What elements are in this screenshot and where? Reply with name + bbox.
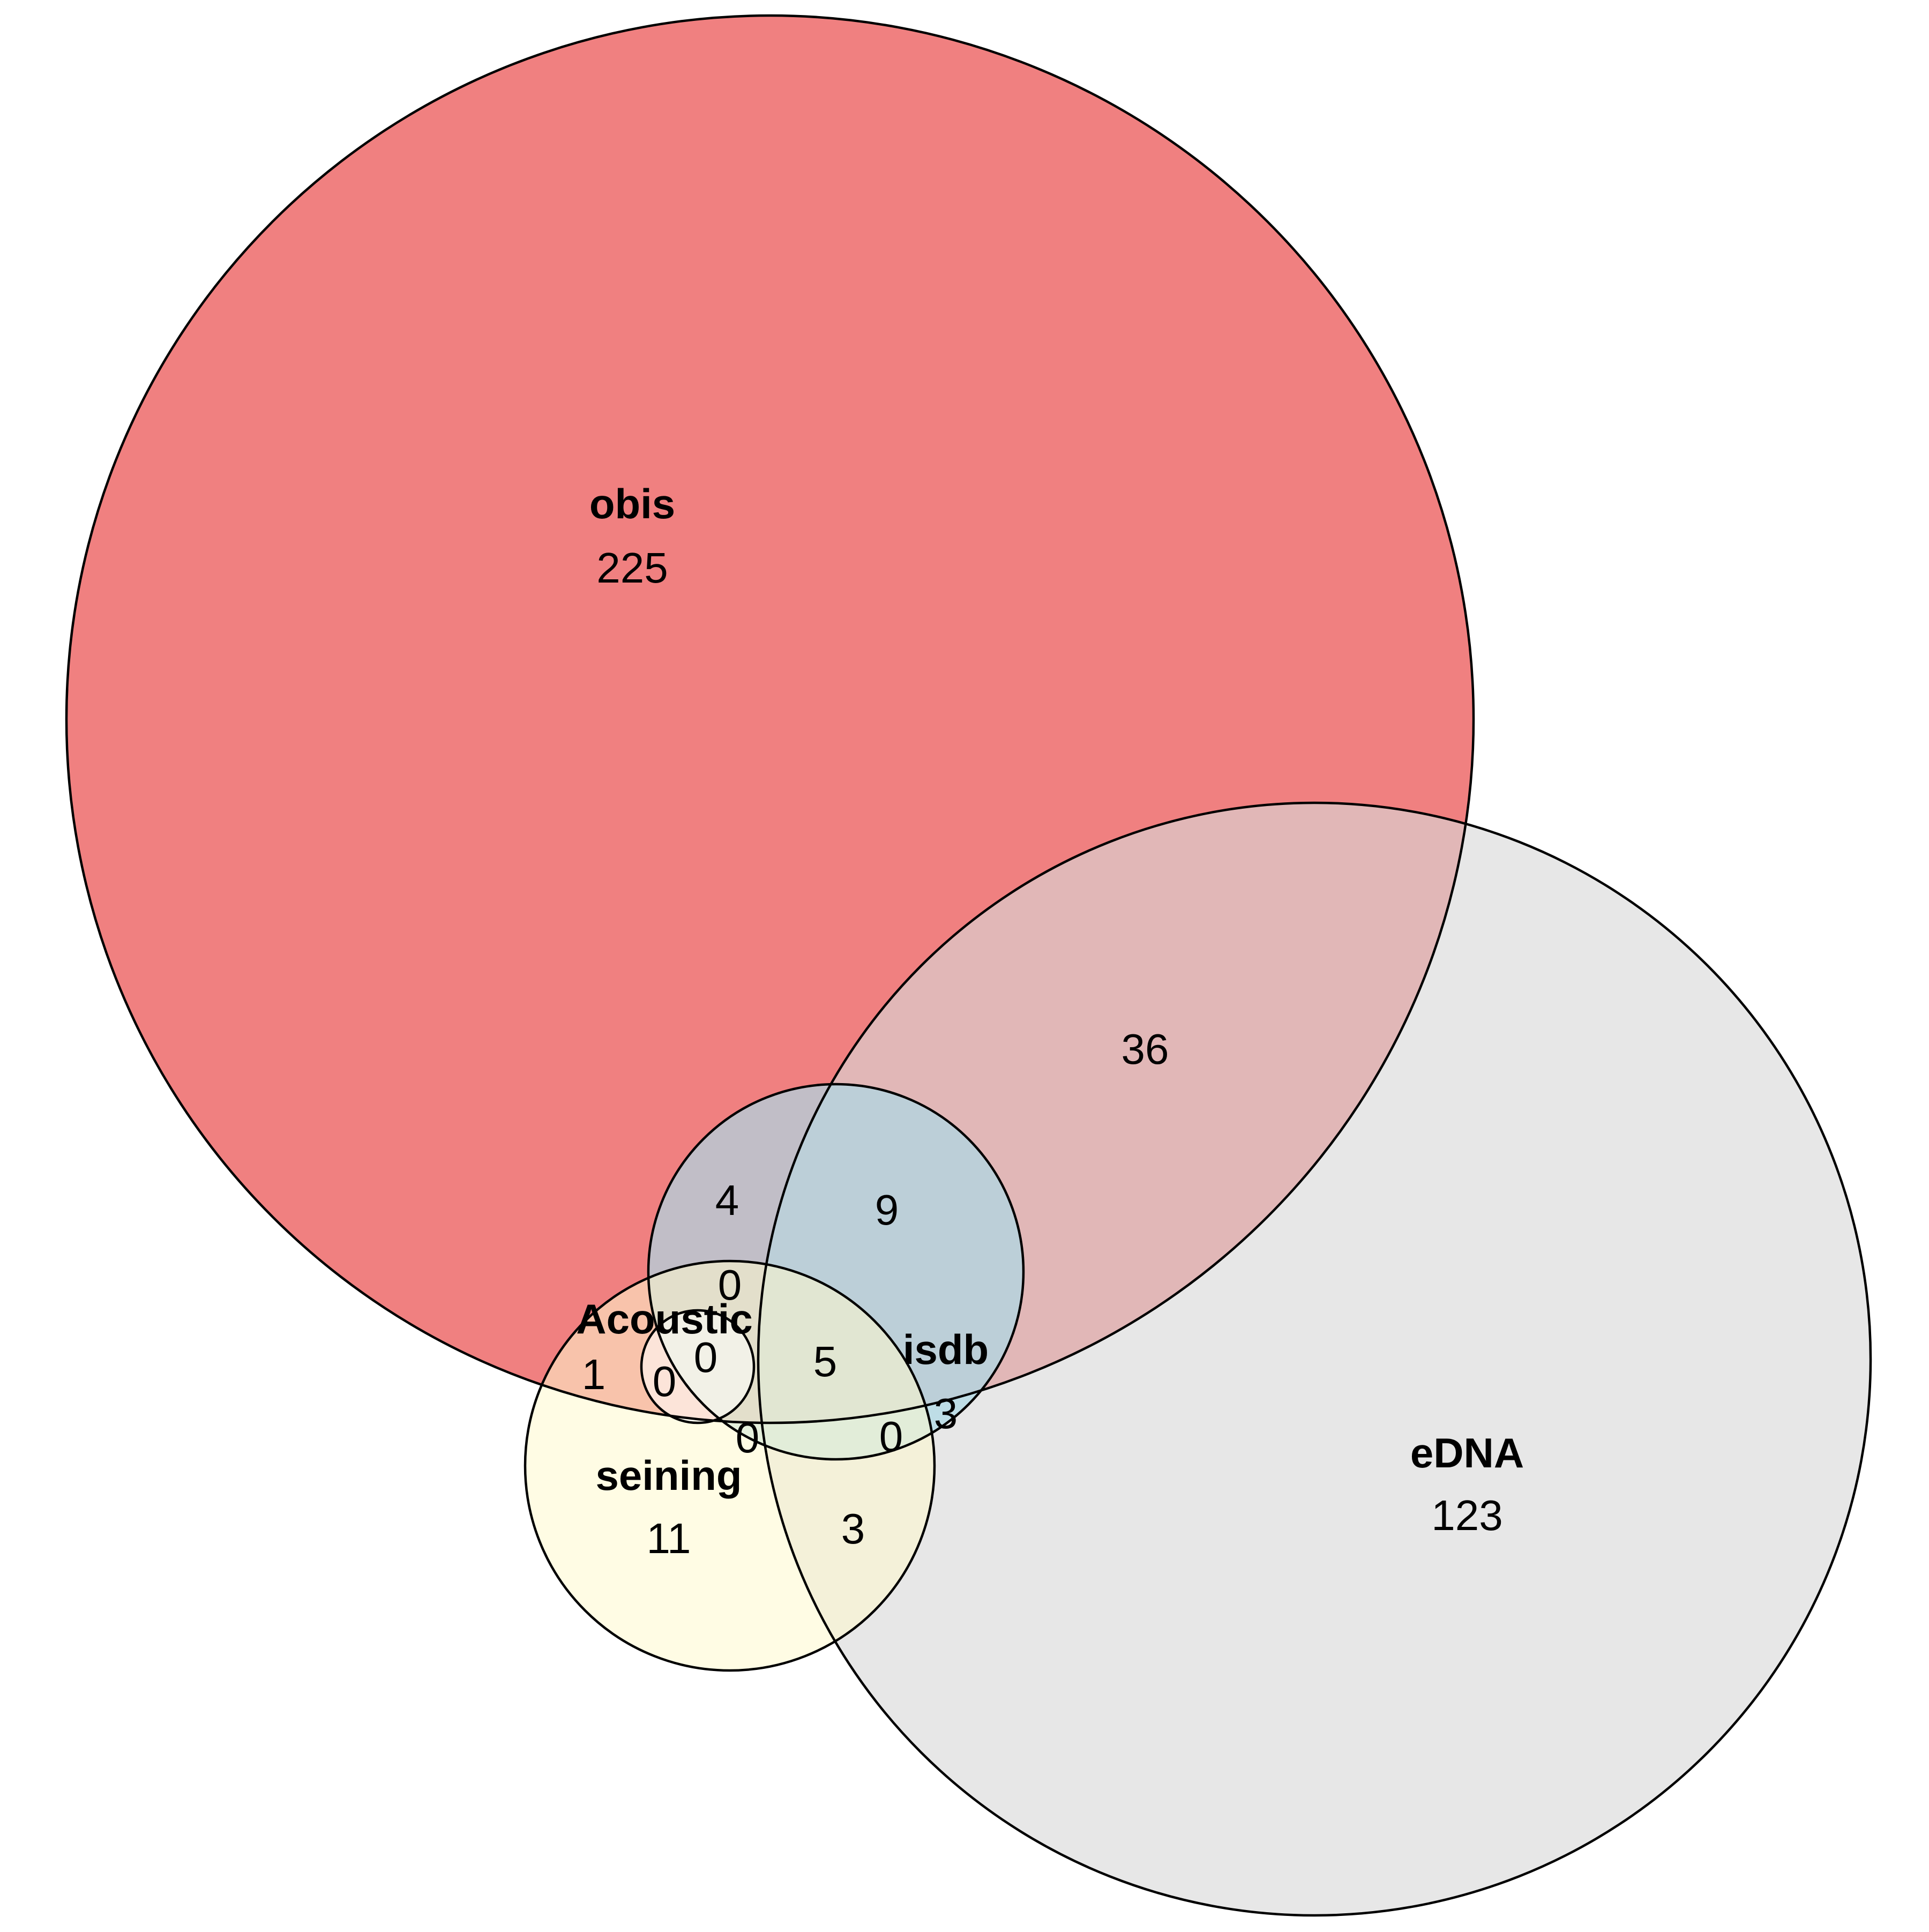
edna-set-count: 123: [1431, 1491, 1502, 1539]
edna-circle-outline: [757, 801, 1872, 1917]
acoustic-set-label: Acoustic: [576, 1295, 752, 1342]
obis-circle-outline: [65, 14, 1475, 1424]
isdb-circle-outline: [647, 1083, 1025, 1461]
region-count-obis-isdb-seining-acoustic: 0: [694, 1333, 718, 1381]
seining-circle-outline: [524, 1259, 936, 1672]
region-count-obis-isdb: 4: [715, 1176, 739, 1224]
obis-set-count: 225: [596, 544, 668, 592]
region-count-obis-seining: 1: [582, 1351, 606, 1398]
region-count-isdb-seining: 0: [736, 1414, 760, 1461]
region-count-obis-seining-acoustic: 0: [653, 1357, 677, 1405]
obis-set-label: obis: [589, 480, 675, 527]
edna-circle-fill: [758, 803, 1871, 1915]
region-count-obis-edna-isdb-seining: 5: [813, 1338, 838, 1385]
region-count-obis-isdb-seining: 0: [718, 1261, 742, 1309]
seining-circle-fill: [525, 1261, 934, 1670]
acoustic-circle-outline: [640, 1309, 756, 1424]
edna-set-label: eDNA: [1410, 1429, 1524, 1476]
region-count-edna-seining: 3: [841, 1505, 865, 1553]
region-count-edna-isdb: 3: [934, 1390, 958, 1437]
seining-set-count: 11: [646, 1515, 691, 1562]
seining-set-label: seining: [595, 1452, 742, 1499]
region-count-edna-isdb-seining: 0: [879, 1413, 903, 1460]
isdb-set-label: isdb: [903, 1326, 989, 1373]
region-count-obis-edna: 36: [1121, 1025, 1169, 1073]
region-count-obis-edna-isdb: 9: [875, 1186, 899, 1234]
acoustic-circle-fill: [641, 1310, 754, 1423]
